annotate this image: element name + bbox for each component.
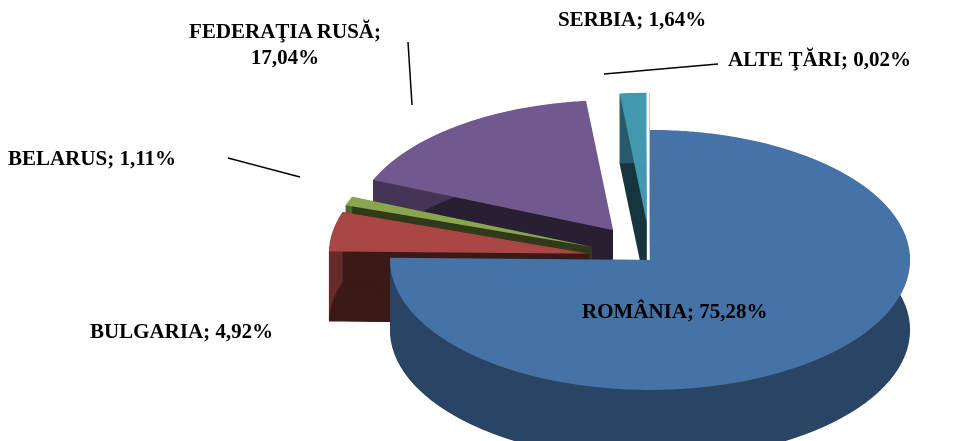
leader-line <box>227 157 301 178</box>
data-label: BULGARIA; 4,92% <box>90 319 274 343</box>
slices <box>328 92 911 441</box>
slice <box>328 211 589 254</box>
slice <box>345 196 592 247</box>
slice <box>619 92 647 223</box>
data-label: FEDERAŢIA RUSĂ; 17,04% <box>189 19 381 69</box>
leader-line <box>407 41 413 106</box>
data-label: BELARUS; 1,11% <box>8 146 177 170</box>
data-label: SERBIA; 1,64% <box>558 7 707 31</box>
leader-line <box>603 63 719 75</box>
slice <box>373 100 613 231</box>
data-label: ALTE ŢĂRI; 0,02% <box>728 47 912 71</box>
slice <box>390 130 911 390</box>
data-label: ROMÂNIA; 75,28% <box>582 299 768 323</box>
